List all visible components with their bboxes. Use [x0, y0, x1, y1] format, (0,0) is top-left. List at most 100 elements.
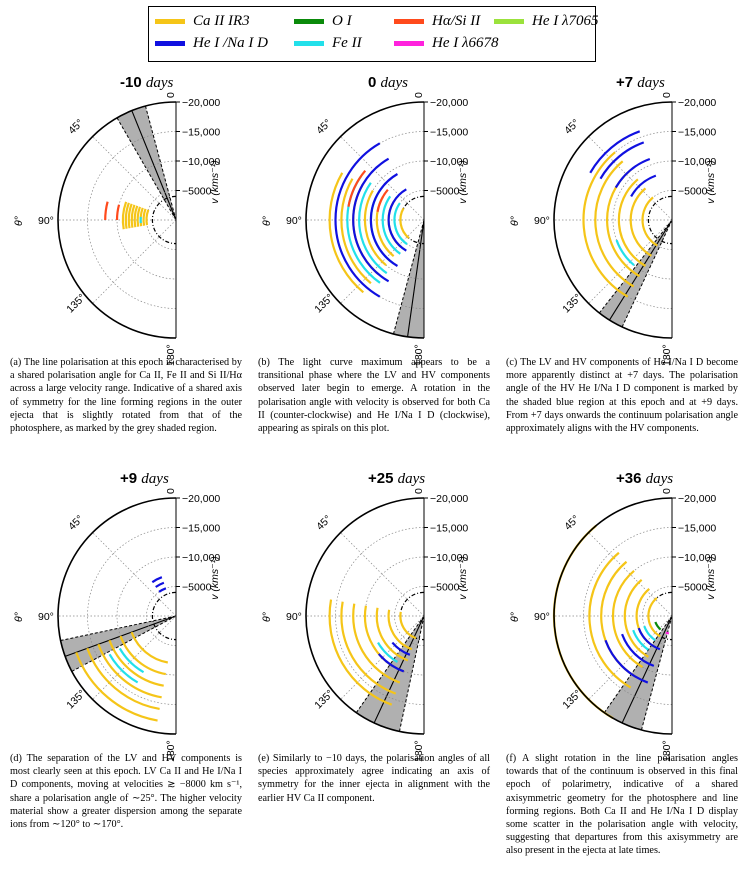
velocity-tick-label: −20,000 — [430, 97, 468, 109]
data-arc — [352, 157, 390, 283]
continuum-angle-line — [131, 110, 177, 221]
grid-circle — [583, 527, 673, 705]
velocity-tick-label: −5000 — [678, 186, 708, 198]
polar-panel: −20,000 −15,000 −10,000 −5000 v (kms⁻¹) 0 45° 9… — [10, 74, 242, 366]
legend-item: Ca II IR3 — [155, 13, 250, 30]
velocity-axis-label: v (kms⁻¹) — [705, 556, 717, 599]
data-arc — [611, 569, 644, 669]
data-arc — [104, 201, 109, 221]
data-arc — [393, 202, 408, 246]
data-arc — [617, 178, 647, 267]
theta-axis-label: θ° — [261, 216, 273, 226]
epoch-title: -10 days — [120, 74, 173, 92]
grid-circle — [116, 160, 177, 280]
theta-axis-label: θ° — [261, 612, 273, 622]
angle-tick-label: 45° — [66, 513, 86, 533]
data-arc — [142, 208, 147, 226]
continuum-wedge — [356, 616, 424, 732]
data-arc — [136, 206, 142, 227]
theta-axis-label: θ° — [509, 216, 521, 226]
grid-ray — [588, 136, 673, 221]
velocity-tick-label: −15,000 — [430, 523, 468, 535]
data-arc — [375, 607, 409, 662]
velocity-tick-label: −5000 — [430, 582, 460, 594]
angle-tick-label: 90° — [38, 215, 54, 227]
data-arc — [121, 201, 128, 230]
data-arc — [604, 639, 649, 684]
epoch-value: +36 — [616, 470, 642, 487]
data-arc — [334, 142, 381, 298]
velocity-tick-label: −5000 — [678, 582, 708, 594]
data-arc — [347, 169, 367, 207]
data-arc — [377, 641, 399, 663]
epoch-unit: days — [141, 471, 169, 487]
epoch-unit: days — [637, 75, 665, 91]
grid-ray — [340, 615, 425, 700]
grid-ray — [588, 615, 673, 700]
angle-tick-label: 180° — [413, 740, 425, 762]
angle-tick-label: 45° — [562, 117, 582, 137]
data-arc — [391, 641, 411, 656]
data-arc — [643, 625, 656, 642]
velocity-tick-label: −20,000 — [430, 493, 468, 505]
panel-caption: (a) The line polarisation at this epoch … — [10, 357, 242, 435]
legend-item: O I — [294, 13, 352, 30]
legend-label: He I λ7065 — [532, 13, 599, 29]
data-arc — [654, 621, 662, 631]
data-arc — [399, 611, 417, 640]
legend-item: Hα/Si II — [394, 13, 480, 30]
legend-label: Ca II IR3 — [193, 13, 250, 29]
velocity-tick-label: −15,000 — [182, 127, 220, 139]
legend-label: He I /Na I D — [193, 35, 268, 51]
data-arc — [127, 203, 133, 229]
data-arc — [637, 627, 661, 651]
grid-ray — [340, 136, 425, 221]
angle-tick-label: 180° — [165, 344, 177, 366]
velocity-axis-label: v (kms⁻¹) — [705, 160, 717, 203]
data-arc — [158, 587, 167, 593]
polar-panel: −20,000 −15,000 −10,000 −5000 v (kms⁻¹) 0 45° 9… — [10, 470, 242, 762]
velocity-tick-label: −10,000 — [182, 552, 220, 564]
angle-tick-label: 180° — [661, 344, 673, 366]
legend-label: He I λ6678 — [432, 35, 499, 51]
data-arc — [118, 647, 145, 674]
grid-ray — [588, 532, 673, 617]
legend-label: Fe II — [332, 35, 362, 51]
data-arc — [381, 195, 401, 255]
panel-caption: (c) The LV and HV components of He I/Na … — [506, 357, 738, 435]
data-arc — [376, 188, 389, 213]
angle-tick-label: 180° — [661, 740, 673, 762]
data-arc — [621, 633, 655, 667]
epoch-title: +9 days — [120, 470, 169, 488]
data-arc — [629, 187, 652, 257]
polar-panel: −20,000 −15,000 −10,000 −5000 v (kms⁻¹) 0 45° 9… — [506, 470, 738, 762]
outer-semicircle — [553, 497, 673, 735]
data-arc — [615, 239, 635, 267]
angle-tick-label: 90° — [534, 611, 550, 623]
data-arc — [108, 639, 164, 687]
legend-swatch — [155, 19, 185, 24]
velocity-tick-label: −5000 — [182, 186, 212, 198]
photosphere-circle — [151, 591, 177, 641]
data-arc — [614, 157, 651, 189]
data-arc — [145, 209, 150, 226]
legend-swatch — [155, 41, 185, 46]
grid-ray — [92, 136, 177, 221]
photosphere-circle — [647, 195, 673, 245]
angle-tick-label: 45° — [314, 513, 334, 533]
continuum-wedge — [60, 616, 176, 672]
data-arc — [387, 609, 413, 651]
legend-swatch — [394, 19, 424, 24]
data-arc — [589, 130, 641, 174]
data-arc — [363, 189, 387, 267]
data-arc — [632, 629, 649, 651]
theta-axis-label: θ° — [13, 216, 25, 226]
epoch-unit: days — [645, 471, 674, 487]
angle-tick-label: 45° — [66, 117, 86, 137]
data-arc — [155, 581, 165, 588]
grid-ray — [340, 532, 425, 617]
velocity-tick-label: −15,000 — [430, 127, 468, 139]
data-arc — [151, 576, 163, 584]
data-arc — [130, 631, 169, 664]
